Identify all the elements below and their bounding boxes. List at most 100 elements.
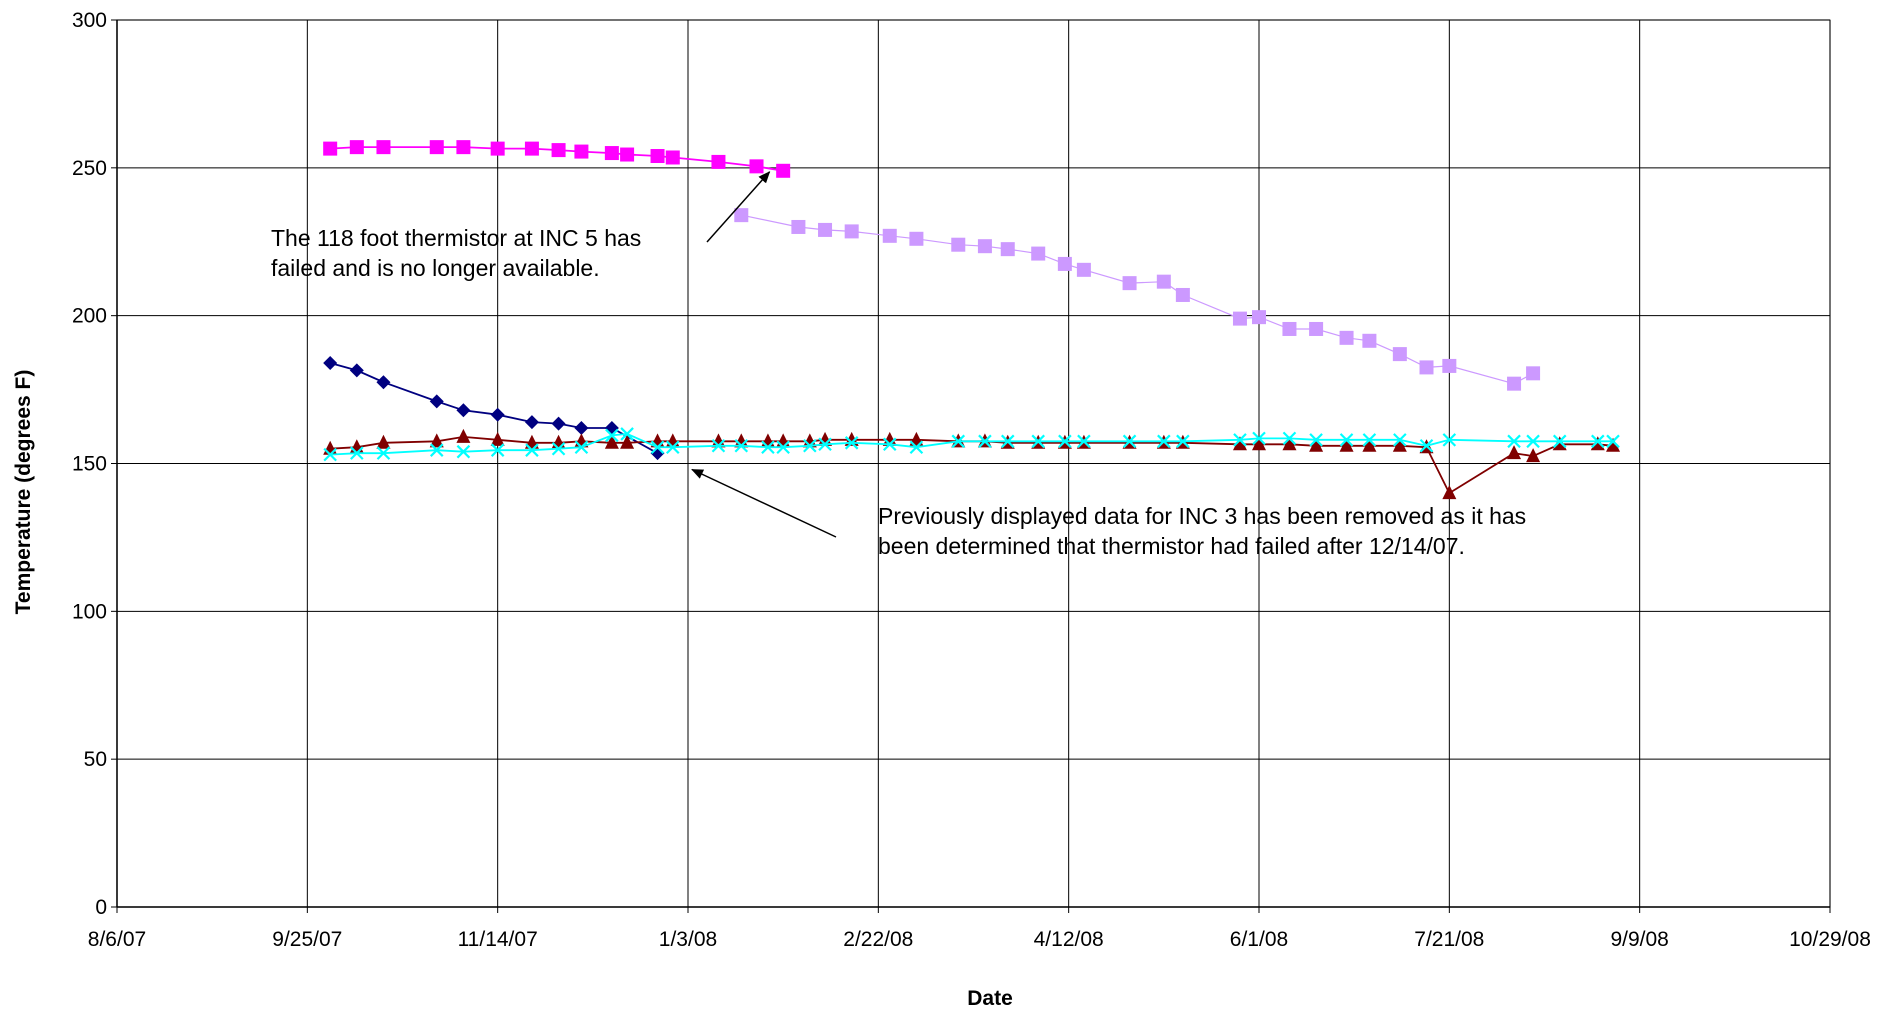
- y-tick-label: 100: [72, 600, 107, 623]
- data-point: [1031, 246, 1046, 261]
- data-point: [844, 436, 859, 450]
- y-tick-label: 50: [84, 748, 107, 771]
- y-tick-label: 250: [72, 157, 107, 180]
- data-point: [1309, 321, 1324, 336]
- data-point: [760, 433, 775, 448]
- data-point: [665, 440, 680, 455]
- data-point: [776, 433, 791, 448]
- data-point: [734, 208, 749, 223]
- data-point: [1233, 433, 1247, 447]
- grid-layer: [116, 19, 1831, 908]
- y-tick-label: 300: [72, 9, 107, 32]
- y-axis-title: Temperature (degrees F): [12, 370, 35, 615]
- data-point: [1252, 431, 1266, 446]
- data-point: [1339, 330, 1354, 345]
- data-point: [1232, 311, 1247, 326]
- data-point: [456, 403, 471, 418]
- data-point: [323, 355, 338, 370]
- data-point: [711, 154, 726, 169]
- data-point: [711, 433, 726, 448]
- data-point: [1362, 433, 1377, 447]
- data-point: [1392, 437, 1407, 452]
- data-point: [1526, 448, 1541, 463]
- data-point: [1393, 433, 1407, 447]
- data-point: [1122, 434, 1137, 449]
- data-point: [376, 434, 391, 449]
- series-line: [741, 214, 1534, 385]
- data-point: [734, 438, 749, 453]
- data-point: [524, 141, 539, 156]
- data-point: [1419, 360, 1434, 375]
- data-point: [490, 141, 505, 156]
- data-point: [734, 433, 749, 448]
- data-point: [1077, 434, 1091, 449]
- annotation-layer: The 118 foot thermistor at INC 5 has fail…: [271, 171, 1526, 559]
- y-tick-label: 0: [95, 896, 107, 919]
- data-point: [574, 440, 589, 455]
- data-point: [1606, 437, 1621, 452]
- data-point: [978, 434, 992, 449]
- series-0: [323, 140, 791, 178]
- data-point: [1507, 376, 1522, 391]
- data-point: [803, 438, 817, 453]
- x-tick-label: 7/21/08: [1414, 928, 1484, 951]
- data-point: [1419, 438, 1434, 453]
- data-point: [749, 159, 764, 174]
- series-2: [323, 355, 665, 461]
- data-point: [376, 140, 391, 155]
- data-point: [977, 239, 992, 254]
- data-point: [429, 140, 444, 155]
- axis-layer: 0 50 100 150 200 250 300 8/6/07 9/25/07 11/14/07 1…: [72, 9, 1871, 951]
- data-point: [1076, 262, 1091, 277]
- annotation-0: The 118 foot thermistor at INC 5 has fail…: [271, 171, 771, 281]
- data-point: [620, 427, 634, 441]
- data-point: [456, 140, 471, 155]
- x-tick-label: 6/1/08: [1230, 928, 1288, 951]
- data-point: [802, 433, 817, 448]
- data-point: [376, 446, 391, 460]
- data-point: [350, 446, 364, 460]
- data-point: [604, 146, 619, 161]
- data-point: [490, 443, 505, 457]
- data-point: [665, 150, 680, 165]
- data-point: [1442, 433, 1457, 447]
- data-point: [1362, 333, 1377, 348]
- annotation-text: failed and is no longer available.: [271, 255, 600, 281]
- data-point: [490, 407, 505, 422]
- data-point: [349, 140, 364, 155]
- data-point: [620, 434, 635, 449]
- data-point: [1122, 276, 1137, 291]
- data-point: [1175, 287, 1190, 302]
- data-point: [776, 163, 791, 178]
- data-point: [1000, 242, 1015, 257]
- data-point: [1000, 434, 1015, 449]
- data-point: [323, 447, 337, 462]
- data-point: [1282, 436, 1297, 451]
- data-point: [604, 421, 619, 436]
- annotation-text: been determined that thermistor had fail…: [878, 533, 1465, 559]
- data-point: [951, 434, 966, 449]
- data-point: [909, 440, 924, 455]
- data-point: [882, 431, 897, 446]
- x-tick-label: 4/12/08: [1034, 928, 1104, 951]
- data-point: [665, 433, 680, 448]
- data-point: [551, 441, 566, 456]
- data-point: [429, 433, 444, 448]
- data-point: [1591, 434, 1605, 449]
- data-point: [551, 416, 566, 431]
- annotation-1: Previously displayed data for INC 3 has …: [691, 468, 1526, 559]
- data-point: [761, 440, 775, 455]
- data-point: [1339, 437, 1354, 452]
- data-point: [1157, 434, 1171, 449]
- data-point: [1526, 434, 1540, 449]
- data-point: [525, 443, 539, 457]
- data-point: [882, 228, 897, 243]
- data-point: [323, 141, 338, 156]
- data-point: [791, 219, 806, 234]
- data-point: [1031, 434, 1045, 449]
- data-point: [456, 428, 471, 443]
- annotation-arrow: [691, 468, 837, 538]
- y-tick-label: 200: [72, 305, 107, 328]
- data-point: [1232, 436, 1247, 451]
